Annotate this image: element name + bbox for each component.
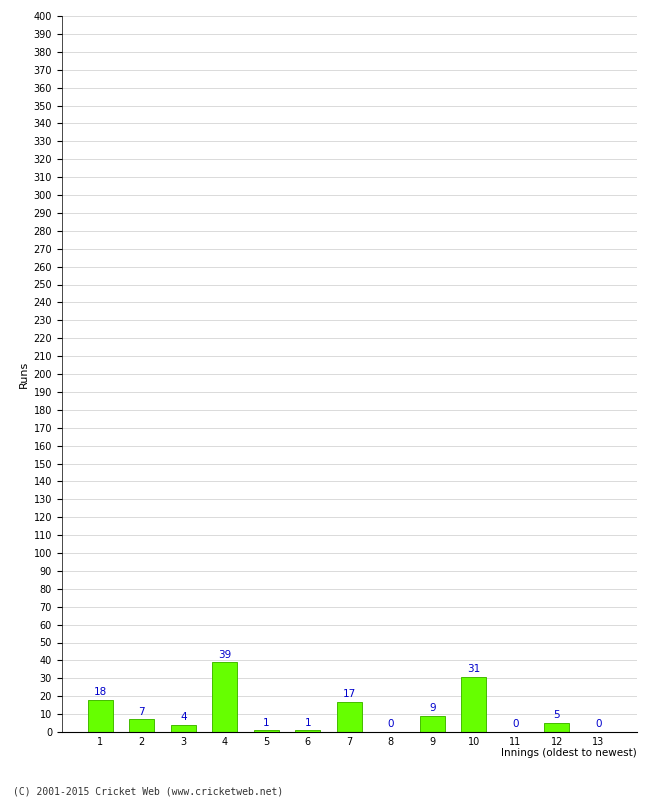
Text: 31: 31 xyxy=(467,664,480,674)
Bar xyxy=(88,700,113,732)
Bar xyxy=(171,725,196,732)
Text: 0: 0 xyxy=(512,719,519,730)
Text: 4: 4 xyxy=(180,712,187,722)
Text: 0: 0 xyxy=(595,719,602,730)
Text: Innings (oldest to newest): Innings (oldest to newest) xyxy=(501,748,637,758)
Bar xyxy=(420,716,445,732)
Bar xyxy=(129,719,154,732)
Text: 5: 5 xyxy=(554,710,560,720)
Text: 17: 17 xyxy=(343,689,356,699)
Text: 39: 39 xyxy=(218,650,231,659)
Bar xyxy=(462,677,486,732)
Text: 1: 1 xyxy=(305,718,311,727)
Text: 7: 7 xyxy=(138,706,145,717)
Bar xyxy=(213,662,237,732)
Bar xyxy=(254,730,279,732)
Text: 9: 9 xyxy=(429,703,436,714)
Bar xyxy=(545,723,569,732)
Y-axis label: Runs: Runs xyxy=(20,360,29,388)
Text: 0: 0 xyxy=(387,719,394,730)
Text: 1: 1 xyxy=(263,718,270,727)
Text: (C) 2001-2015 Cricket Web (www.cricketweb.net): (C) 2001-2015 Cricket Web (www.cricketwe… xyxy=(13,786,283,796)
Bar xyxy=(295,730,320,732)
Bar xyxy=(337,702,362,732)
Text: 18: 18 xyxy=(94,687,107,697)
